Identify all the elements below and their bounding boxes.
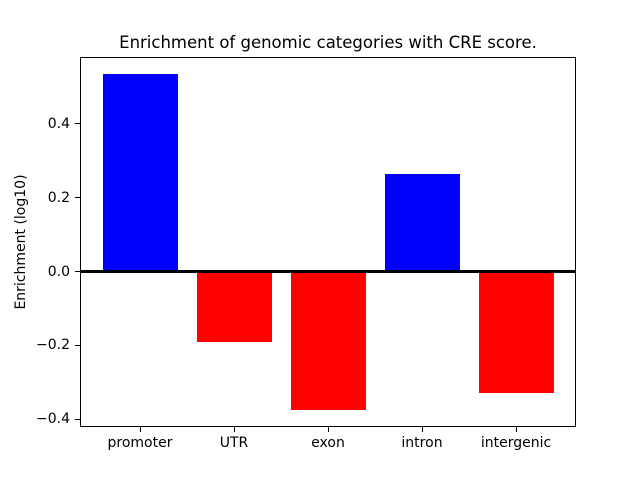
x-tick-label: intergenic bbox=[480, 435, 552, 451]
y-tick-label: −0.2 bbox=[36, 337, 70, 354]
bar-exon bbox=[290, 271, 366, 410]
x-tick-label: exon bbox=[311, 435, 345, 451]
y-tick-mark bbox=[75, 418, 80, 420]
x-tick-mark bbox=[139, 426, 141, 432]
bar-promoter bbox=[102, 74, 178, 272]
bar-intron bbox=[384, 173, 460, 272]
x-tick-label: intron bbox=[401, 435, 443, 451]
zero-line bbox=[80, 270, 576, 274]
x-tick-label: UTR bbox=[219, 435, 249, 451]
x-tick-mark bbox=[233, 426, 235, 432]
x-tick-label: promoter bbox=[107, 435, 173, 451]
x-tick-mark bbox=[515, 426, 517, 432]
y-tick-label: 0.2 bbox=[47, 189, 70, 206]
y-tick-mark bbox=[75, 123, 80, 125]
y-tick-mark bbox=[75, 271, 80, 273]
y-tick-label: −0.4 bbox=[36, 411, 70, 428]
x-tick-mark bbox=[327, 426, 329, 432]
bar-UTR bbox=[196, 271, 272, 342]
x-tick-mark bbox=[421, 426, 423, 432]
y-tick-label: 0.4 bbox=[47, 115, 70, 132]
y-tick-mark bbox=[75, 344, 80, 346]
chart-title: Enrichment of genomic categories with CR… bbox=[119, 33, 537, 52]
y-tick-label: 0.0 bbox=[47, 263, 70, 280]
y-tick-mark bbox=[75, 197, 80, 199]
bar-intergenic bbox=[478, 271, 554, 394]
